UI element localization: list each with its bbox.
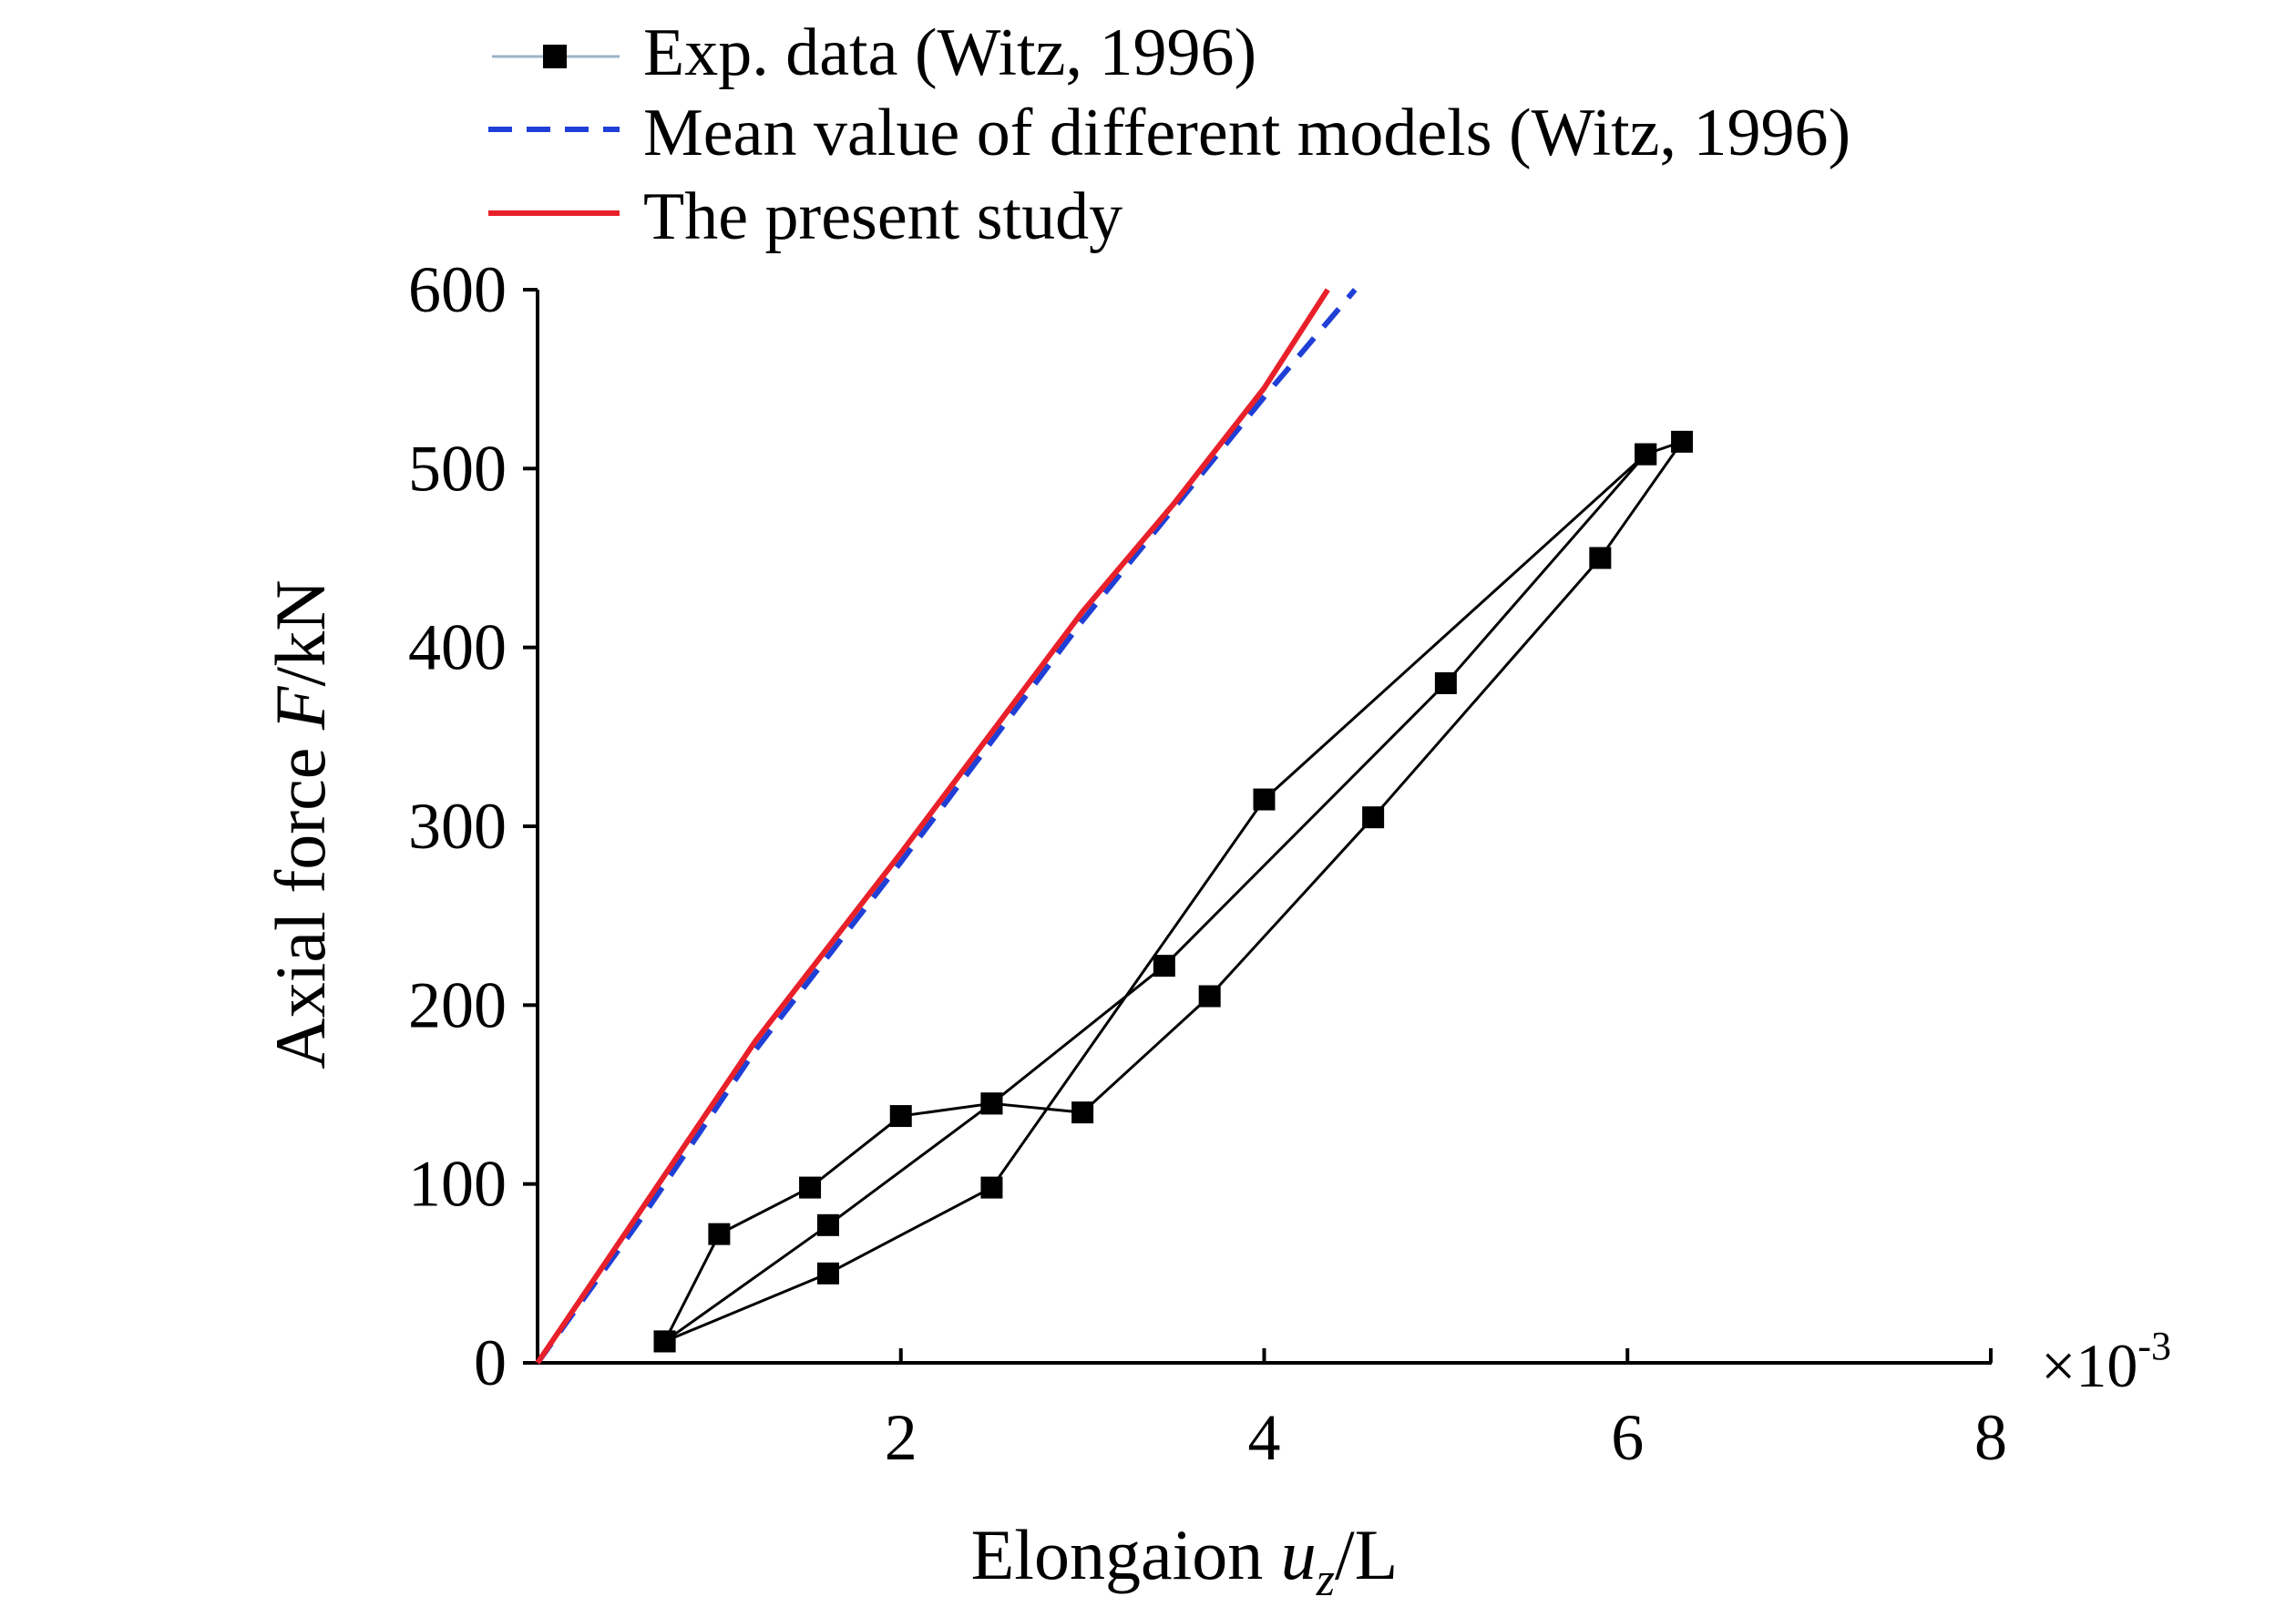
exp-data-point: [1253, 788, 1276, 811]
exp-data-point: [817, 1262, 839, 1285]
x-multiplier: ×10-3: [2041, 1324, 2171, 1400]
exp-data-point: [1434, 671, 1457, 694]
series-layer: [535, 288, 1694, 1365]
series-mean-models-line: [535, 288, 1358, 1365]
exp-data-point: [1635, 443, 1657, 466]
y-tick-label: 100: [408, 1148, 507, 1221]
x-axis-label: Elongaion uz/L: [971, 1515, 1399, 1606]
y-tick-label: 200: [408, 968, 507, 1041]
y-tick-label: 0: [474, 1326, 507, 1399]
exp-data-point: [1362, 806, 1385, 829]
legend-entry-mean: Mean value of different models (Witz, 19…: [488, 96, 1850, 170]
legend-entry-present: The present study: [488, 179, 1122, 254]
y-axis-label: Axial force F/kN: [261, 579, 340, 1069]
exp-data-point: [1153, 955, 1175, 978]
x-ticks: 2 4 6 8: [885, 1348, 2007, 1474]
series-exp-data-line: [663, 440, 1684, 1343]
series-present-study-line: [535, 288, 1330, 1365]
legend: Exp. data (Witz, 1996) Mean value of dif…: [488, 15, 1850, 254]
x-tick-label: 8: [1974, 1401, 2007, 1474]
legend-mean-label: Mean value of different models (Witz, 19…: [643, 96, 1850, 170]
x-tick-label: 6: [1611, 1401, 1644, 1474]
exp-data-point: [1198, 985, 1221, 1008]
legend-entry-exp: Exp. data (Witz, 1996): [492, 15, 1256, 90]
exp-data-point: [799, 1176, 822, 1199]
exp-data-point: [1589, 547, 1612, 569]
legend-exp-marker: [543, 45, 567, 68]
exp-data-point: [889, 1105, 912, 1128]
exp-data-point: [817, 1213, 839, 1236]
y-tick-label: 400: [408, 611, 507, 684]
legend-present-label: The present study: [643, 179, 1122, 254]
x-tick-label: 2: [885, 1401, 917, 1474]
legend-exp-label: Exp. data (Witz, 1996): [643, 15, 1256, 90]
y-tick-label: 500: [408, 432, 507, 505]
exp-data-point: [980, 1176, 1003, 1199]
exp-data-point: [708, 1223, 731, 1245]
y-tick-label: 300: [408, 790, 507, 863]
exp-data-point: [1071, 1101, 1094, 1124]
y-ticks: 0 100 200 300 400 500 600: [408, 253, 538, 1399]
x-tick-label: 4: [1248, 1401, 1281, 1474]
exp-data-point: [653, 1330, 676, 1353]
exp-data-point: [1671, 430, 1694, 453]
exp-data-point: [980, 1092, 1003, 1115]
y-tick-label: 600: [408, 253, 507, 326]
